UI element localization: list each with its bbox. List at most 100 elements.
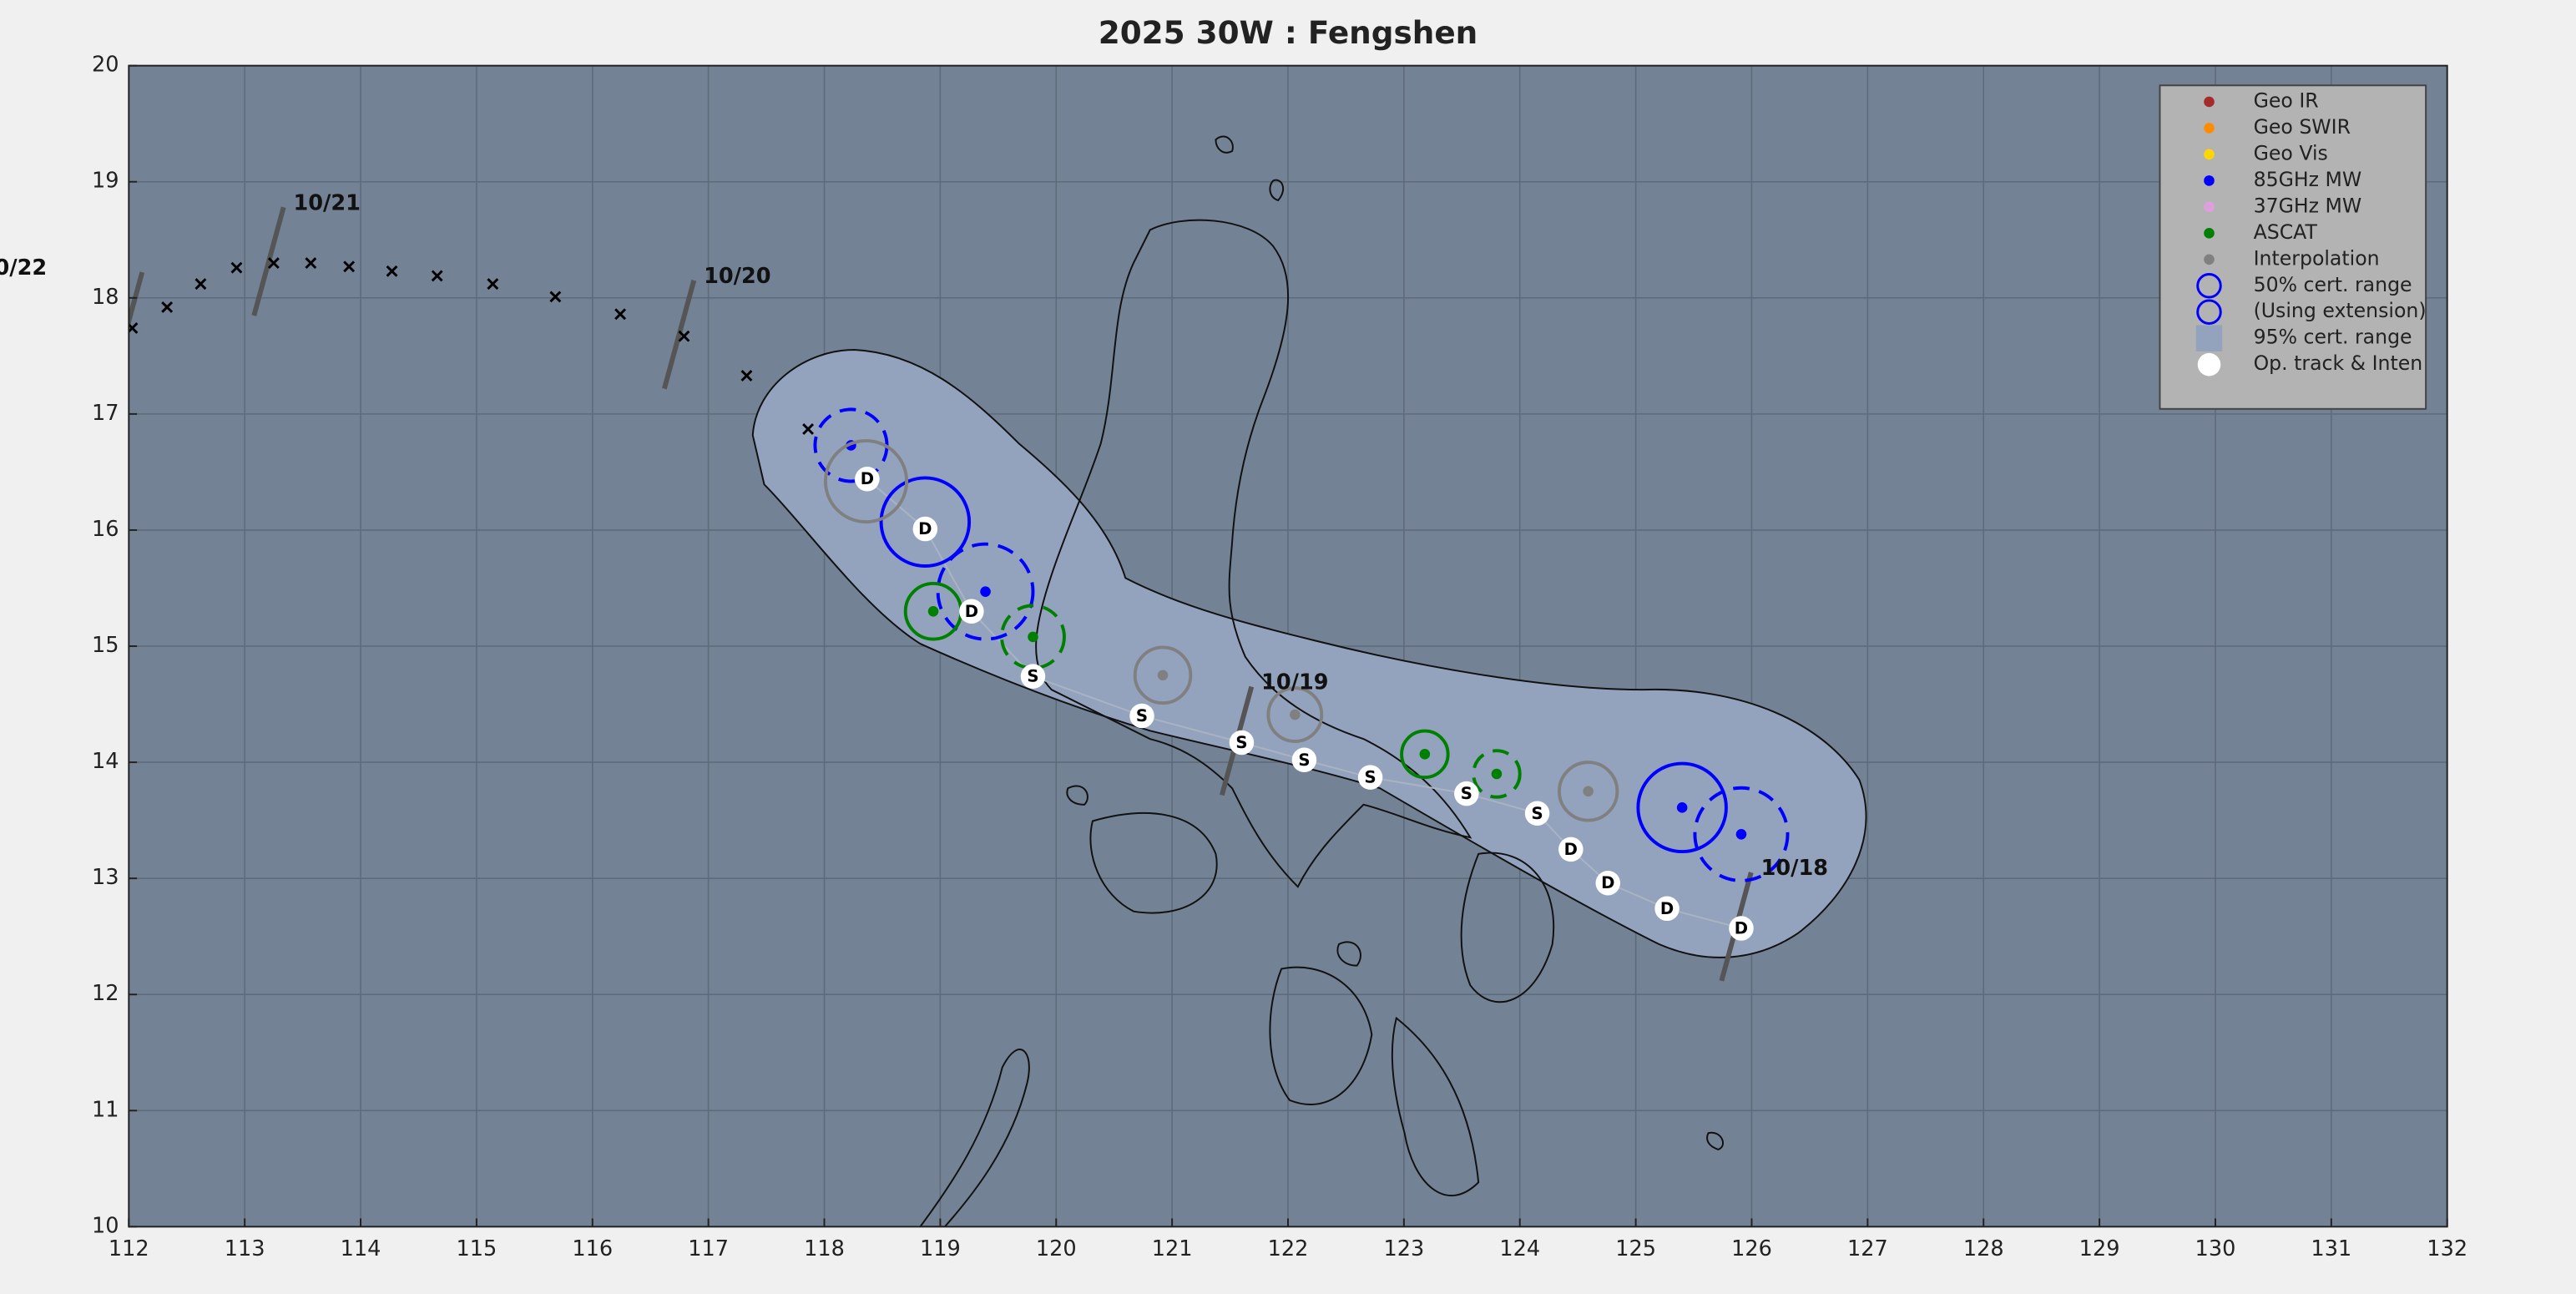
date-label: 10/20: [704, 264, 770, 289]
cert-circle: [879, 476, 972, 568]
coastline: [1269, 966, 1373, 1105]
map-layer: [751, 135, 1867, 1227]
x-tick-label: 114: [341, 1236, 381, 1261]
date-label: 10/21: [293, 190, 360, 215]
op-intensity: D: [1564, 840, 1578, 859]
forecast-point: [267, 257, 280, 270]
fix-point: [1583, 786, 1594, 797]
op-intensity: D: [965, 602, 978, 621]
coastline: [919, 1049, 1030, 1227]
legend-label: (Using extension): [2254, 299, 2427, 322]
op-point: [912, 516, 938, 542]
op-point: [1595, 870, 1621, 896]
forecast-point: [678, 330, 690, 342]
coastline: [1391, 1016, 1480, 1197]
cert-circle: [936, 542, 1035, 641]
op-intensity: S: [1136, 706, 1148, 725]
legend-marker: [2196, 273, 2222, 299]
legend-label: 37GHz MW: [2254, 194, 2362, 217]
fix-point: [1157, 670, 1169, 681]
x-tick-label: 127: [1847, 1236, 1888, 1261]
legend-label: Geo SWIR: [2254, 115, 2351, 139]
legend-marker: [2196, 299, 2222, 325]
coastline: [1460, 852, 1555, 1003]
date-label: 10/19: [1261, 670, 1328, 695]
legend-marker: [2197, 352, 2221, 377]
x-tick-label: 113: [225, 1236, 265, 1261]
x-tick-label: 119: [920, 1236, 961, 1261]
x-tick-label: 118: [804, 1236, 845, 1261]
x-tick-label: 120: [1036, 1236, 1077, 1261]
date-bar: [251, 206, 286, 316]
date-bar: [662, 280, 697, 390]
op-point: [855, 467, 880, 492]
date-bar: [129, 271, 145, 331]
op-intensity: S: [1027, 667, 1038, 686]
op-intensity: D: [1735, 918, 1748, 938]
coastline: [1215, 135, 1285, 202]
cone-95: [751, 348, 1867, 958]
y-tick-label: 18: [92, 285, 119, 310]
cert-circle: [1000, 604, 1066, 670]
y-tick-label: 16: [92, 517, 119, 542]
x-tick-label: 124: [1499, 1236, 1540, 1261]
x-tick-label: 112: [109, 1236, 149, 1261]
legend-marker: [2195, 325, 2223, 351]
op-intensity: D: [1660, 899, 1674, 918]
forecast-point: [161, 301, 174, 313]
x-tick-label: 128: [1963, 1236, 2004, 1261]
fix-point: [980, 586, 991, 597]
op-intensity: S: [1298, 751, 1310, 770]
forecast-point: [740, 370, 753, 382]
cert-circle: [1472, 749, 1522, 799]
op-point: [1229, 730, 1255, 756]
y-tick-label: 11: [92, 1097, 119, 1122]
x-tick-label: 117: [688, 1236, 729, 1261]
date-label: 10/18: [1761, 856, 1828, 881]
legend-marker: [2204, 96, 2215, 108]
forecast-point: [802, 423, 815, 435]
cert-circle: [823, 438, 909, 524]
op-point: [1558, 837, 1583, 862]
fix-point: [1028, 631, 1038, 643]
cert-circle: [1266, 686, 1324, 743]
forecast-point: [386, 265, 398, 277]
op-point: [1454, 781, 1479, 806]
x-tick-label: 126: [1731, 1236, 1772, 1261]
legend-marker: [2204, 201, 2215, 213]
legend-label: Op. track & Inten: [2254, 351, 2423, 375]
forecast-point: [549, 291, 562, 303]
op-point: [1129, 703, 1154, 729]
op-intensity: S: [1461, 784, 1472, 803]
y-tick-label: 20: [92, 53, 119, 78]
forecast-point: [431, 270, 443, 282]
legend-marker: [2204, 175, 2215, 186]
op-point: [1729, 916, 1754, 941]
legend-marker: [2204, 228, 2215, 239]
op-intensity: S: [1235, 733, 1247, 752]
legend-label: Geo Vis: [2254, 141, 2328, 164]
cert-circle: [1133, 645, 1193, 705]
fix-point: [927, 606, 939, 617]
x-tick-label: 130: [2195, 1236, 2236, 1261]
legend-label: 95% cert. range: [2254, 326, 2412, 349]
op-point: [959, 599, 984, 624]
y-tick-label: 19: [92, 169, 119, 194]
y-tick-label: 13: [92, 865, 119, 890]
op-point: [1524, 801, 1550, 826]
forecast-point: [614, 308, 627, 321]
legend-marker: [2204, 254, 2215, 265]
legend-label: 50% cert. range: [2254, 273, 2412, 296]
fix-point: [1676, 802, 1688, 813]
op-intensity: D: [861, 469, 874, 488]
x-tick-label: 122: [1268, 1236, 1309, 1261]
legend-label: Geo IR: [2254, 88, 2319, 112]
date-label: 10/22: [0, 255, 47, 281]
op-point: [1020, 664, 1046, 689]
forecast-point: [194, 278, 207, 291]
y-tick-label: 14: [92, 749, 119, 774]
x-tick-label: 123: [1383, 1236, 1424, 1261]
coastline: [1089, 812, 1218, 914]
y-tick-label: 12: [92, 981, 119, 1006]
